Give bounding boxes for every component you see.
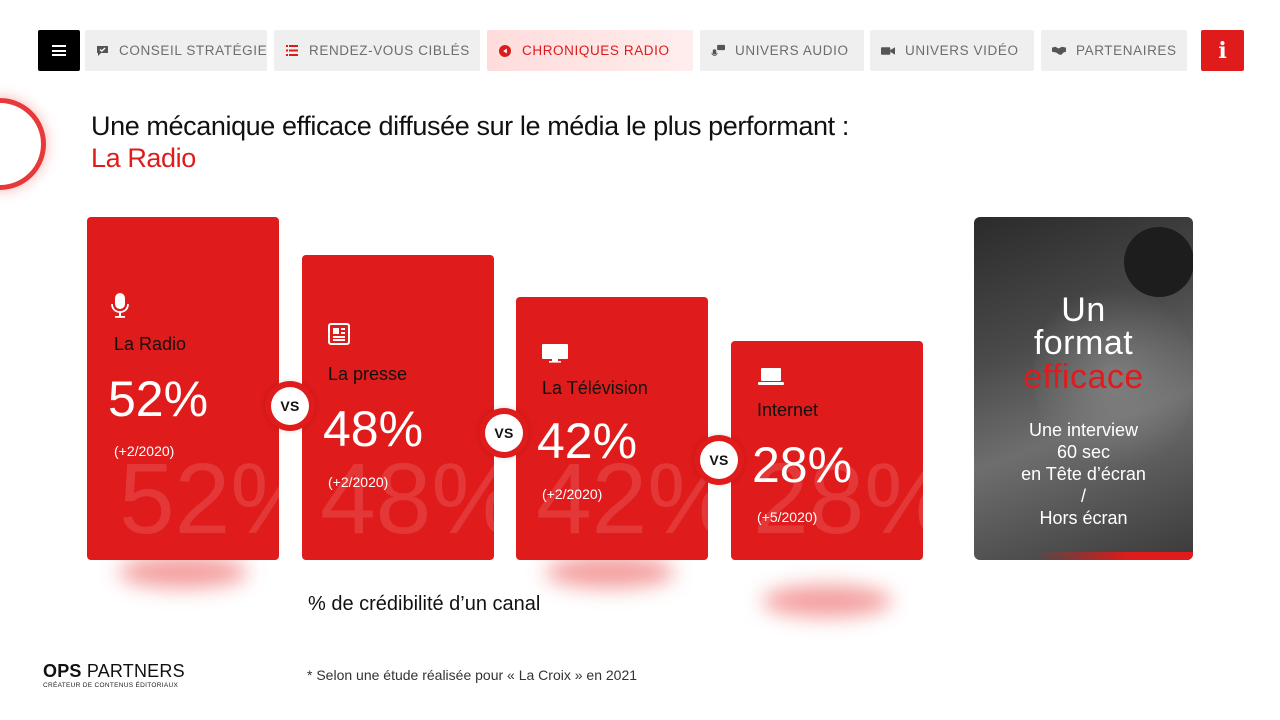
stat-card-presse: 48% La presse 48% (+2/2020) (302, 255, 494, 560)
info-button[interactable]: i (1201, 30, 1244, 71)
format-line-1: Un (1061, 291, 1106, 329)
comment-check-icon (96, 44, 109, 58)
vs-badge: VS (479, 408, 529, 458)
tab-label: UNIVERS AUDIO (735, 43, 849, 58)
info-icon: i (1218, 37, 1227, 64)
chart-caption: % de crédibilité d’un canal (308, 593, 541, 615)
accent-bar (1034, 552, 1193, 560)
tab-partenaires[interactable]: PARTENAIRES (1041, 30, 1187, 71)
format-sub-3: en Tête d’écran (1021, 464, 1146, 484)
menu-button[interactable] (38, 30, 80, 71)
microphone-icon (109, 292, 131, 318)
tab-label: PARTENAIRES (1076, 43, 1177, 58)
format-panel: Un format efficace Une interview 60 sec … (974, 217, 1193, 560)
format-sub-1: Une interview (1028, 420, 1139, 440)
card-title: La Radio (114, 334, 187, 354)
tv-icon (541, 343, 568, 365)
page-title: Une mécanique efficace diffusée sur le m… (91, 110, 849, 174)
stat-card-television: 42% La Télévision 42% (+2/2020) (516, 297, 708, 560)
card-delta: (+5/2020) (757, 509, 818, 525)
vs-label: VS (700, 441, 738, 479)
company-logo: OPS PARTNERS CRÉATEUR DE CONTENUS ÉDITOR… (43, 662, 185, 689)
vs-badge: VS (265, 381, 315, 431)
laptop-icon (757, 367, 784, 389)
tab-conseil-strategie[interactable]: CONSEIL STRATÉGIE (85, 30, 267, 71)
tab-label: RENDEZ-VOUS CIBLÉS (309, 43, 470, 58)
format-line-3: efficace (1023, 358, 1144, 396)
card-value: 42% (537, 413, 638, 469)
value-watermark: 28% (753, 443, 923, 555)
tab-rendez-vous-cibles[interactable]: RENDEZ-VOUS CIBLÉS (274, 30, 480, 71)
logo-tagline: CRÉATEUR DE CONTENUS ÉDITORIAUX (43, 682, 179, 689)
card-value: 48% (323, 401, 424, 457)
stat-card-radio: 52% La Radio 52% (+2/2020) (87, 217, 279, 560)
tab-label: UNIVERS VIDÉO (905, 43, 1019, 58)
value-watermark: 42% (536, 443, 708, 555)
hamburger-icon (52, 45, 66, 56)
card-value: 52% (108, 371, 209, 427)
logo-light: PARTNERS (86, 661, 185, 681)
vs-badge: VS (694, 435, 744, 485)
logo-bold: OPS (43, 661, 82, 681)
logo-wordmark: OPS PARTNERS (43, 662, 185, 680)
vs-label: VS (271, 387, 309, 425)
vs-label: VS (485, 414, 523, 452)
card-value: 28% (752, 437, 853, 493)
microphone-chat-icon (711, 44, 725, 58)
tab-label: CHRONIQUES RADIO (522, 43, 670, 58)
title-line-2: La Radio (91, 143, 196, 173)
card-delta: (+2/2020) (542, 486, 603, 502)
value-watermark: 52% (119, 443, 279, 555)
background-photo (1034, 277, 1193, 477)
stat-card-internet: 28% Internet 28% (+5/2020) (731, 341, 923, 560)
card-title: Internet (757, 400, 819, 420)
card-shadow (762, 585, 892, 617)
value-watermark: 48% (320, 443, 494, 555)
footnote: * Selon une étude réalisée pour « La Cro… (307, 667, 638, 683)
tab-chroniques-radio[interactable]: CHRONIQUES RADIO (487, 30, 693, 71)
card-delta: (+2/2020) (328, 474, 389, 490)
format-line-2: format (1033, 324, 1134, 362)
card-title: La presse (328, 364, 408, 384)
card-title: La Télévision (542, 378, 648, 398)
format-sub-2: 60 sec (1056, 442, 1111, 462)
tab-univers-audio[interactable]: UNIVERS AUDIO (700, 30, 864, 71)
play-circle-icon (498, 44, 512, 58)
tab-univers-video[interactable]: UNIVERS VIDÉO (870, 30, 1034, 71)
format-sub-4: / (1080, 486, 1086, 506)
card-shadow (118, 556, 248, 588)
top-navigation: CONSEIL STRATÉGIE RENDEZ-VOUS CIBLÉS CHR… (38, 30, 1244, 71)
decorative-ring (0, 98, 46, 190)
video-camera-icon (881, 44, 895, 58)
handshake-icon (1052, 44, 1066, 58)
list-icon (285, 44, 299, 58)
newspaper-icon (328, 323, 350, 345)
card-delta: (+2/2020) (114, 443, 175, 459)
title-line-1: Une mécanique efficace diffusée sur le m… (91, 111, 849, 141)
card-shadow (545, 556, 675, 588)
background-photo-shape (1124, 227, 1193, 297)
tab-label: CONSEIL STRATÉGIE (119, 43, 268, 58)
format-sub-5: Hors écran (1039, 508, 1128, 528)
